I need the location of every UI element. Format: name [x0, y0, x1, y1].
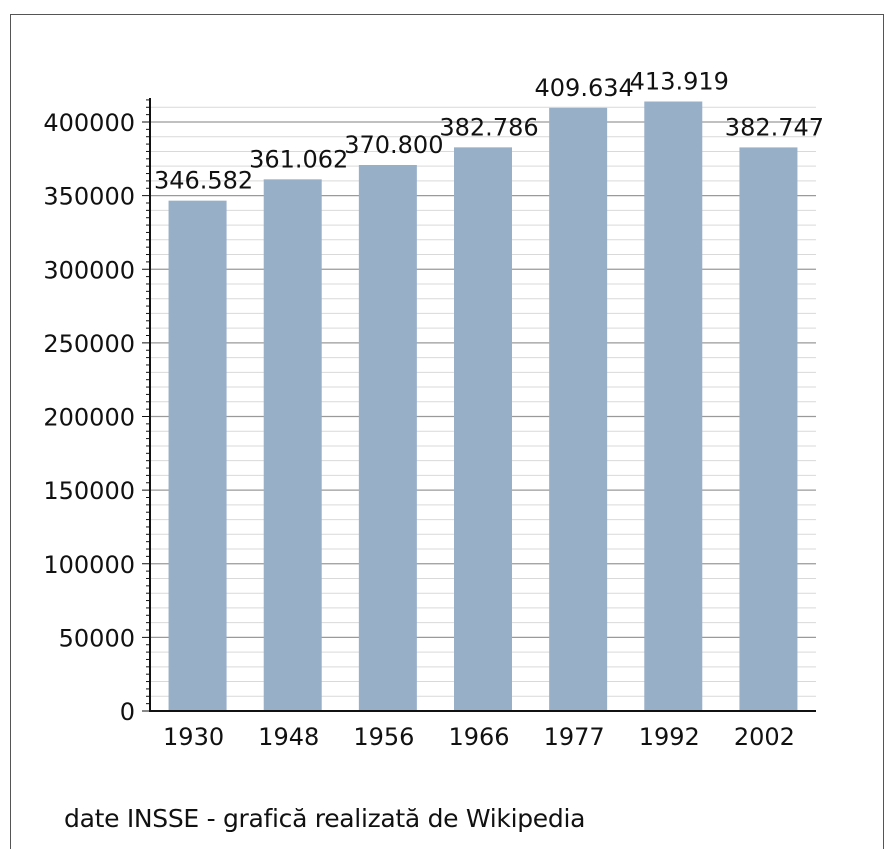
labels-layer: 0 50000 100000 150000 200000 250000 300000 3500…: [43, 68, 824, 751]
bar-1977: [549, 107, 608, 711]
y-tick-label: 350000: [43, 183, 135, 211]
value-label: 361.062: [249, 145, 348, 173]
value-label: 382.747: [725, 113, 824, 141]
bar-1948: [263, 179, 322, 712]
bars-layer: [168, 101, 798, 712]
x-tick-label: 1966: [448, 723, 509, 751]
y-tick-label: 300000: [43, 256, 135, 284]
y-tick-label: 250000: [43, 330, 135, 358]
x-tick-label: 2002: [734, 723, 795, 751]
x-tick-label: 1977: [544, 723, 605, 751]
y-tick-label: 100000: [43, 551, 135, 579]
value-label: 382.786: [439, 113, 538, 141]
y-tick-label: 400000: [43, 109, 135, 137]
y-tick-label: 50000: [59, 624, 135, 652]
bar-1930: [168, 200, 227, 711]
bar-1956: [358, 164, 417, 711]
x-tick-label: 1948: [258, 723, 319, 751]
axis-layer: [142, 98, 816, 712]
bar-1992: [644, 101, 703, 711]
y-tick-label: 200000: [43, 404, 135, 432]
y-tick-label: 150000: [43, 477, 135, 505]
y-tick-label: 0: [120, 698, 135, 726]
bar-1966: [454, 147, 512, 712]
value-label: 409.634: [535, 74, 634, 102]
value-label: 413.919: [630, 68, 729, 96]
x-tick-label: 1956: [353, 723, 414, 751]
bar-2002: [739, 147, 798, 712]
x-tick-label: 1930: [163, 723, 224, 751]
value-label: 346.582: [154, 167, 253, 195]
source-note: date INSSE - grafică realizată de Wikipe…: [64, 804, 586, 833]
value-label: 370.800: [344, 131, 443, 159]
chart-frame: [10, 14, 884, 849]
x-tick-label: 1992: [639, 723, 700, 751]
